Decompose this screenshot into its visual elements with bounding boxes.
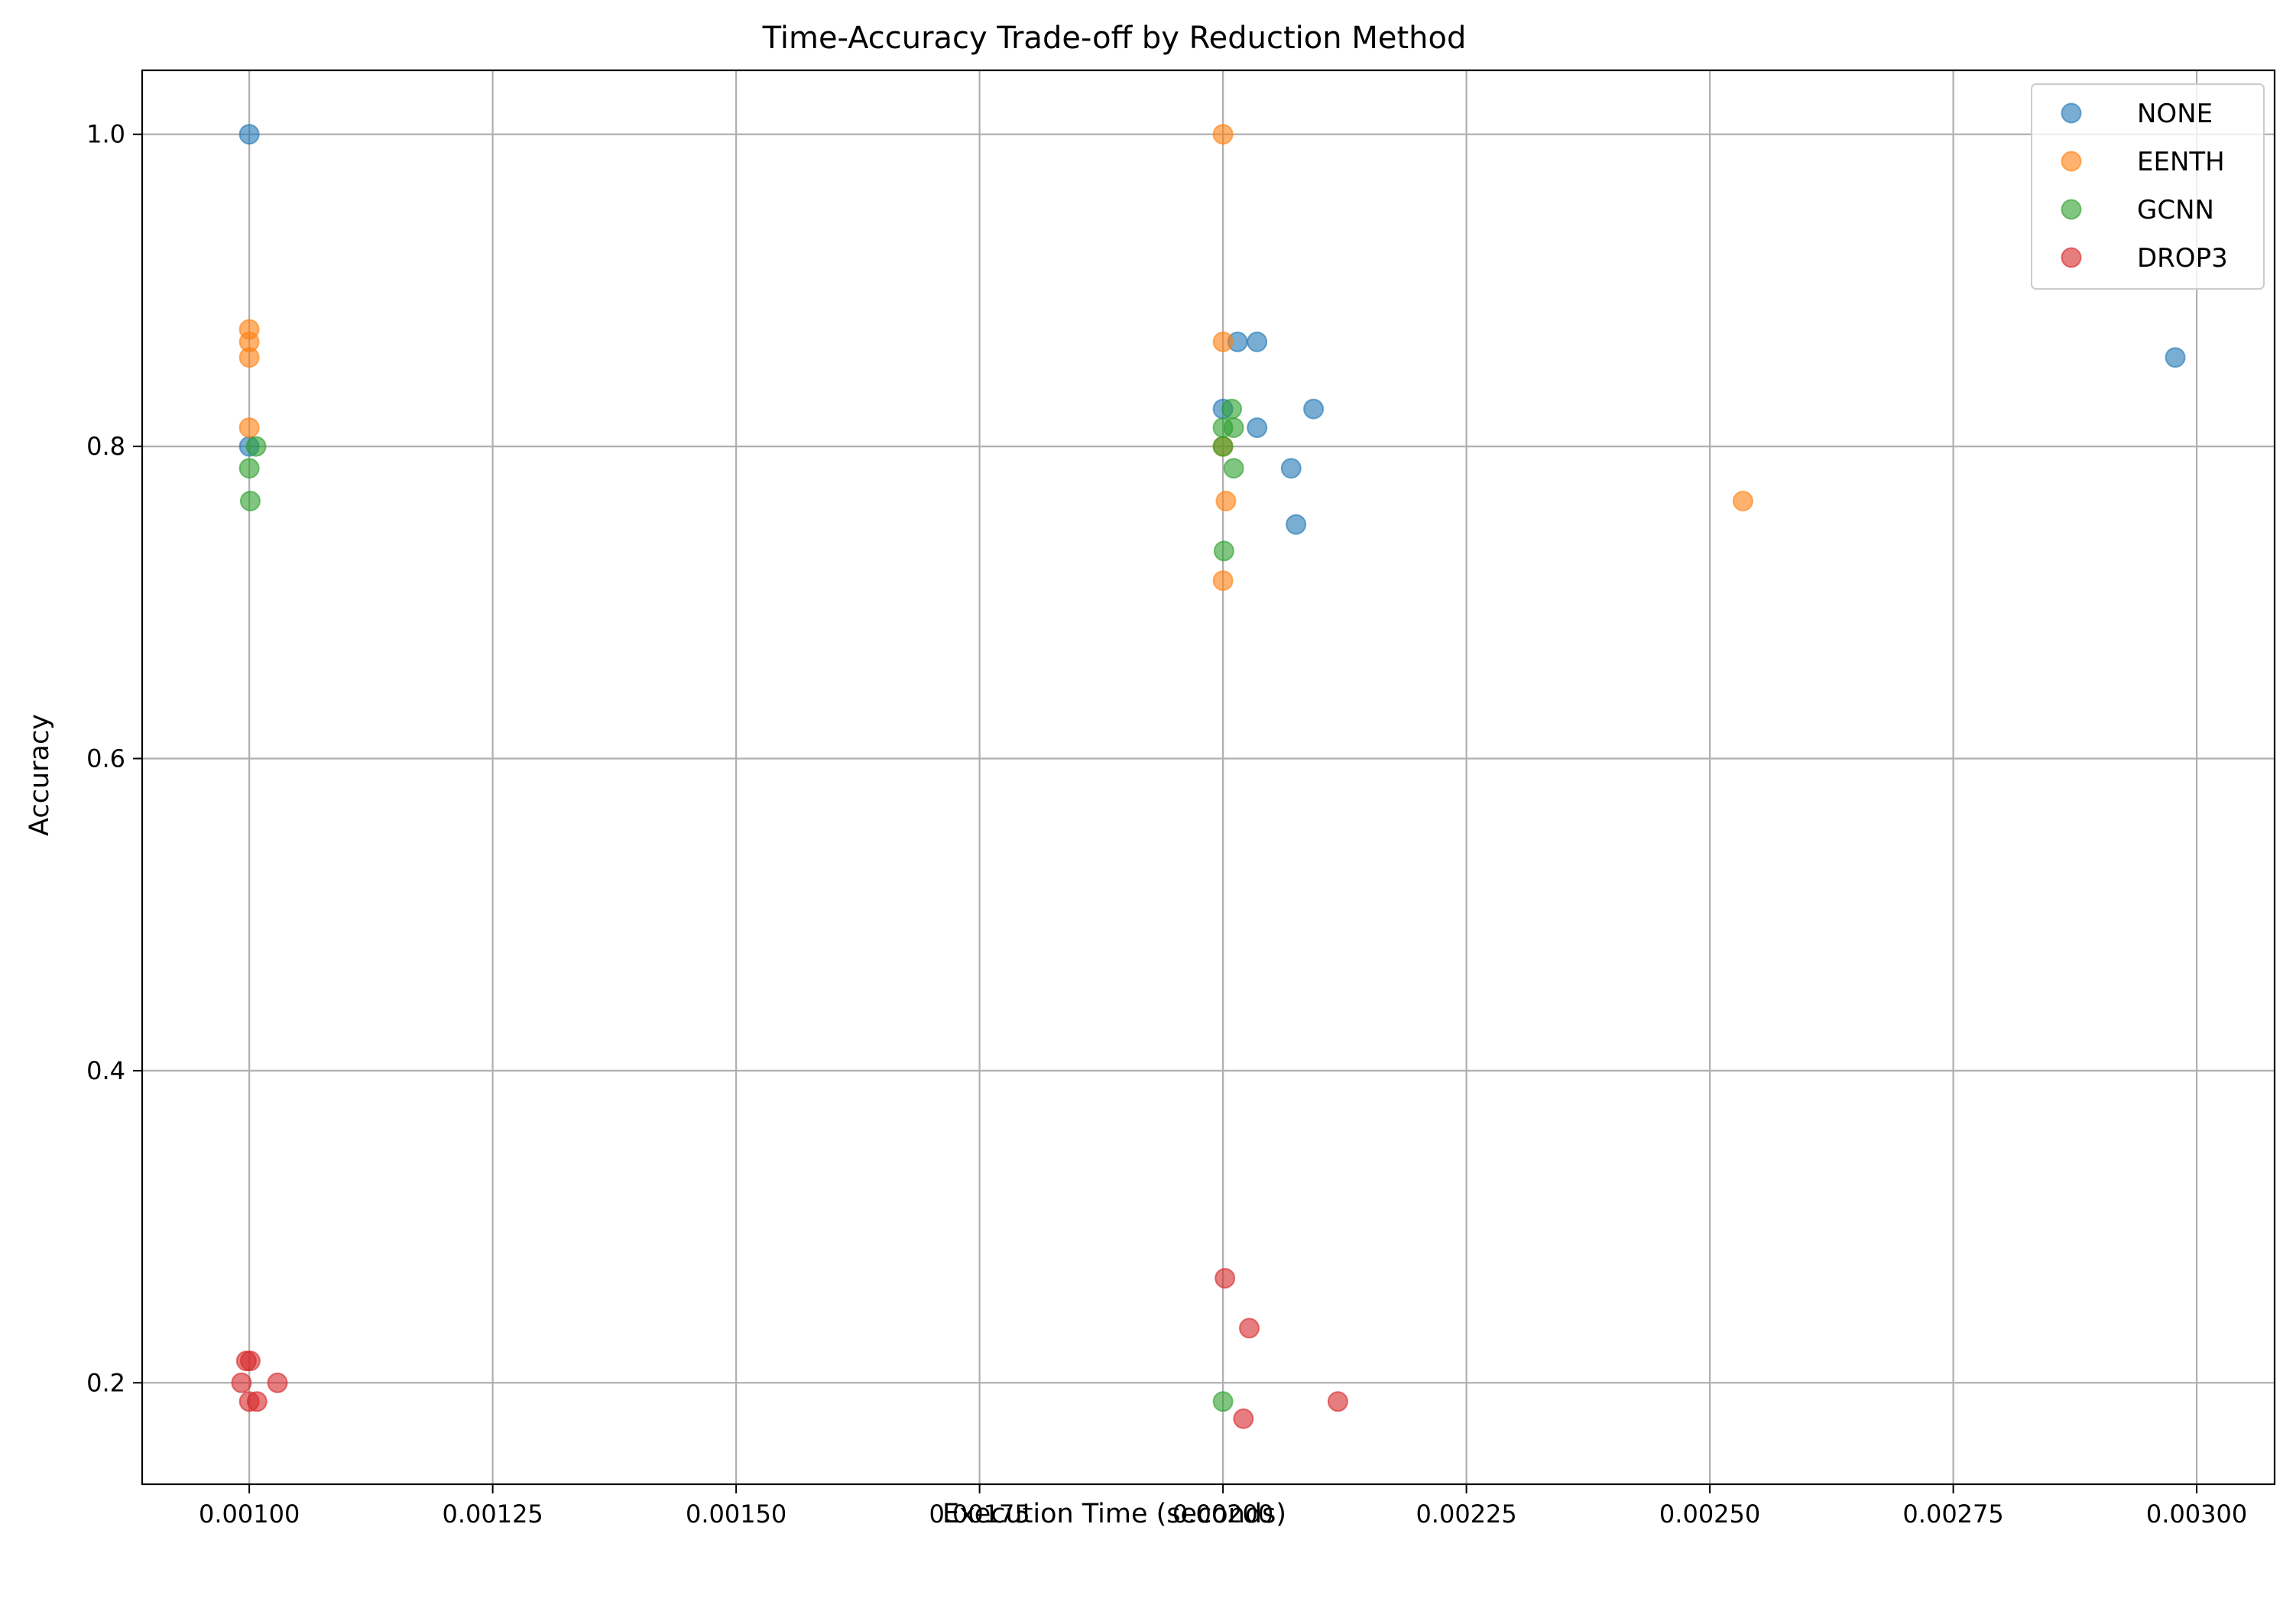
legend-marker-drop3 (2061, 247, 2082, 268)
data-point-drop3 (239, 1350, 261, 1372)
x-tick-label: 0.00100 (199, 1500, 300, 1529)
series-eenth (238, 124, 1753, 592)
x-tick-label: 0.00150 (686, 1500, 786, 1529)
x-tick-label: 0.00275 (1902, 1500, 2003, 1529)
plot-frame (141, 69, 2276, 1486)
data-point-eenth (238, 417, 260, 439)
legend-box (2031, 83, 2265, 290)
data-point-none (1286, 514, 1307, 535)
data-point-gcnn (1213, 540, 1234, 562)
data-point-gcnn (1223, 417, 1244, 439)
x-tick-label: 0.00250 (1659, 1500, 1760, 1529)
data-point-drop3 (231, 1372, 252, 1393)
legend-marker-eenth (2061, 151, 2082, 172)
data-point-none (2165, 347, 2186, 368)
legend-marker-none (2061, 102, 2082, 124)
x-axis-label: Execution Time (seconds) (942, 1499, 1286, 1529)
y-axis-label: Accuracy (24, 714, 55, 836)
data-point-eenth (1215, 491, 1237, 512)
legend-label: DROP3 (2137, 243, 2228, 274)
legend-label: GCNN (2137, 195, 2214, 225)
data-point-gcnn (238, 458, 260, 479)
y-axis-ticks: 0.2 0.4 0.6 0.8 1.0 (86, 120, 142, 1397)
data-point-gcnn (1212, 1391, 1234, 1412)
data-point-drop3 (246, 1391, 268, 1412)
x-axis-ticks: 0.00100 0.00125 0.00150 0.00175 0.00200 0.002… (199, 1484, 2247, 1529)
data-point-none (1247, 417, 1268, 439)
data-point-eenth (1212, 570, 1234, 592)
data-point-none (238, 124, 260, 145)
legend-label: EENTH (2137, 147, 2225, 177)
x-tick-label: 0.00125 (442, 1500, 543, 1529)
data-points (231, 124, 2186, 1429)
data-point-gcnn (239, 491, 261, 512)
series-drop3 (231, 1267, 1348, 1429)
y-tick-label: 0.2 (86, 1368, 125, 1397)
data-point-none (1280, 458, 1302, 479)
series-none (238, 124, 2186, 535)
data-point-drop3 (267, 1372, 288, 1393)
data-point-gcnn (1221, 398, 1243, 420)
data-point-eenth (1732, 491, 1753, 512)
y-tick-label: 0.4 (86, 1056, 125, 1085)
chart-title: Time-Accuracy Trade-off by Reduction Met… (762, 21, 1467, 56)
grid-lines (142, 70, 2275, 1484)
data-point-drop3 (1327, 1391, 1348, 1412)
data-point-drop3 (1214, 1267, 1236, 1289)
y-tick-label: 0.8 (86, 432, 125, 461)
legend-marker-gcnn (2061, 199, 2082, 220)
data-point-eenth (1212, 124, 1234, 145)
series-gcnn (238, 398, 1244, 1412)
data-point-drop3 (1233, 1408, 1254, 1429)
data-point-none (1303, 398, 1325, 420)
data-point-gcnn (1223, 458, 1244, 479)
legend: NONE EENTH GCNN DROP3 (2031, 83, 2265, 290)
x-tick-label: 0.00225 (1416, 1500, 1516, 1529)
data-point-none (1247, 331, 1268, 352)
y-tick-label: 1.0 (86, 120, 125, 149)
data-point-eenth (1212, 331, 1234, 352)
data-point-drop3 (1239, 1318, 1260, 1339)
x-tick-label: 0.00175 (929, 1500, 1030, 1529)
x-tick-label: 0.00200 (1172, 1500, 1273, 1529)
data-point-gcnn (245, 436, 267, 457)
data-point-eenth (238, 347, 260, 368)
legend-label: NONE (2137, 99, 2213, 129)
data-point-gcnn (1212, 436, 1234, 457)
x-tick-label: 0.00300 (2146, 1500, 2247, 1529)
y-tick-label: 0.6 (86, 744, 125, 773)
